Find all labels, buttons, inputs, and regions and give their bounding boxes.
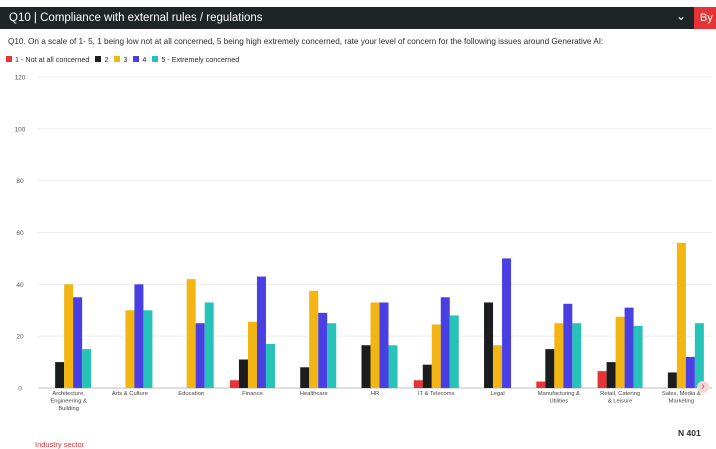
legend-label: 3 [123, 54, 128, 64]
bar [134, 284, 144, 388]
legend-item[interactable]: 3 [114, 55, 127, 64]
legend-swatch [114, 56, 121, 62]
legend-item[interactable]: 2 [95, 55, 108, 64]
y-tick-label: 80 [16, 178, 24, 185]
bar [493, 345, 503, 388]
bar [64, 284, 74, 388]
bar [597, 371, 607, 388]
bar [694, 323, 704, 388]
bar [667, 372, 677, 388]
legend-swatch [95, 56, 102, 62]
chevron-right-icon[interactable]: › [697, 381, 709, 393]
legend-item[interactable]: 1 - Not at all concerned [6, 55, 89, 64]
legend-item[interactable]: 4 [133, 55, 146, 64]
legend-label: 1 - Not at all concerned [15, 54, 90, 64]
bar [327, 323, 337, 388]
x-tick-label: Education [178, 391, 204, 397]
bar [633, 325, 643, 388]
bar [484, 302, 494, 388]
bar [563, 303, 573, 388]
question-header[interactable]: Q10 | Compliance with external rules / r… [0, 7, 716, 29]
x-tick-label: Architecture, Engineering & Building [50, 391, 87, 412]
x-tick-label: Retail, Catering & Leisure [600, 391, 640, 405]
bar [606, 362, 616, 388]
bar [238, 359, 248, 388]
bar [309, 290, 319, 388]
legend-swatch [6, 56, 12, 62]
bar [204, 302, 214, 388]
y-tick-label: 120 [15, 75, 26, 82]
x-tick-label: Healthcare [300, 391, 328, 397]
legend-label: 4 [142, 54, 147, 64]
bar [370, 302, 380, 388]
bar [195, 323, 205, 388]
bar [449, 315, 459, 388]
x-tick-label: Manufacturing & Utilities [538, 391, 580, 405]
chevron-down-icon[interactable]: ⌄ [676, 9, 687, 23]
question-text: Q10. On a scale of 1- 5, 1 being low not… [8, 37, 604, 46]
bar [676, 242, 686, 388]
x-tick-label: Arts & Culture [112, 391, 148, 397]
x-axis-title: Industry sector [35, 440, 85, 449]
bar [554, 323, 564, 388]
bar [413, 380, 423, 388]
bar [82, 349, 92, 388]
y-tick-label: 60 [16, 230, 24, 237]
legend-swatch [133, 56, 140, 62]
bar [300, 367, 310, 388]
bar [545, 349, 555, 388]
bar [388, 345, 398, 388]
bar [229, 380, 239, 388]
bar [247, 321, 257, 388]
legend-item[interactable]: 5 - Extremely concerned [152, 55, 239, 64]
question-title: Q10 | Compliance with external rules / r… [9, 12, 263, 24]
bar [379, 302, 389, 388]
x-tick-label: HR [371, 391, 379, 397]
y-tick-label: 100 [15, 126, 26, 133]
x-tick-label: Finance [242, 391, 263, 397]
bar [536, 381, 546, 388]
bar [502, 258, 512, 388]
legend-label: 2 [104, 54, 109, 64]
x-tick-label: Legal [490, 391, 504, 397]
y-tick-label: 20 [16, 334, 24, 341]
y-tick-label: 40 [16, 282, 24, 289]
bar [318, 312, 328, 388]
bar [125, 310, 135, 388]
bar [265, 343, 275, 388]
bar [685, 356, 695, 388]
bar [440, 297, 450, 388]
legend-label: 5 - Extremely concerned [161, 54, 240, 64]
x-tick-label: IT & Telecoms [418, 391, 455, 397]
bar [422, 364, 432, 388]
bar [143, 310, 153, 388]
bar [55, 362, 65, 388]
bar [431, 324, 441, 388]
bar [624, 307, 634, 388]
y-tick-label: 0 [18, 386, 22, 393]
bar [572, 323, 582, 388]
bar [361, 345, 371, 388]
chart-legend: 1 - Not at all concerned 2 3 4 5 - Extremely… [6, 54, 245, 64]
bar [73, 297, 83, 388]
bar [615, 316, 625, 388]
legend-swatch [152, 56, 159, 62]
bar [186, 279, 196, 388]
x-tick-label: Sales, Media & Marketing [662, 391, 701, 405]
by-button[interactable]: By [694, 7, 716, 29]
bar [256, 276, 266, 388]
sample-size-label: N 401 [678, 428, 701, 438]
